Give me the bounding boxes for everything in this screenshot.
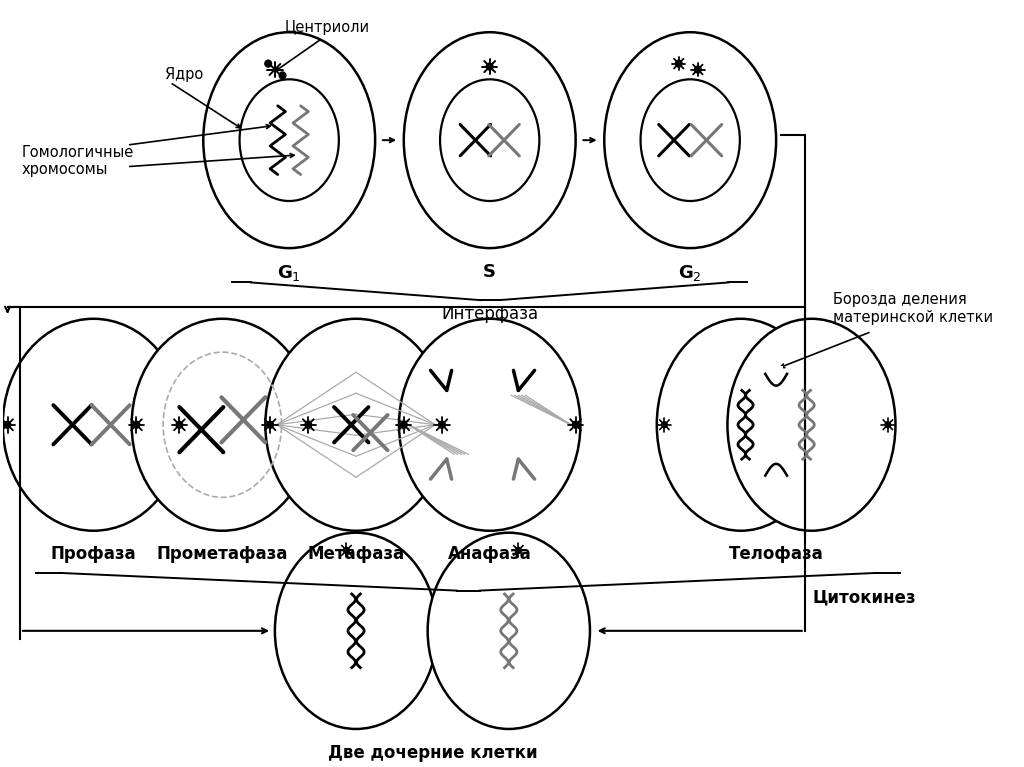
Circle shape <box>176 421 182 428</box>
Ellipse shape <box>265 319 446 531</box>
Ellipse shape <box>132 319 313 531</box>
Circle shape <box>133 421 140 428</box>
Circle shape <box>662 422 668 428</box>
Circle shape <box>265 60 271 67</box>
Circle shape <box>486 63 493 70</box>
Text: Анафаза: Анафаза <box>447 545 531 564</box>
Ellipse shape <box>727 319 895 531</box>
Text: Интерфаза: Интерфаза <box>441 305 539 323</box>
Circle shape <box>305 421 311 428</box>
Ellipse shape <box>440 79 540 201</box>
Ellipse shape <box>274 533 437 729</box>
Bar <box>769 367 782 483</box>
Circle shape <box>515 548 521 553</box>
Text: Борозда деления
материнской клетки: Борозда деления материнской клетки <box>834 292 993 324</box>
Ellipse shape <box>399 319 581 531</box>
Circle shape <box>694 66 701 73</box>
Ellipse shape <box>428 533 590 729</box>
Text: S: S <box>483 263 497 281</box>
Text: G$_2$: G$_2$ <box>678 263 702 283</box>
Text: Цитокинез: Цитокинез <box>812 588 915 606</box>
Circle shape <box>267 421 273 428</box>
Ellipse shape <box>3 319 184 531</box>
Text: Профаза: Профаза <box>50 545 136 564</box>
Text: Гомологичные
хромосомы: Гомологичные хромосомы <box>22 145 134 177</box>
Circle shape <box>572 421 579 428</box>
Circle shape <box>344 548 349 553</box>
Text: Телофаза: Телофаза <box>729 545 823 564</box>
Circle shape <box>676 60 682 67</box>
Ellipse shape <box>656 319 824 531</box>
Text: Центриоли: Центриоли <box>285 21 370 35</box>
Circle shape <box>438 421 445 428</box>
Circle shape <box>4 421 11 428</box>
Text: Ядро: Ядро <box>165 67 204 81</box>
Circle shape <box>400 421 408 428</box>
Text: Две дочерние клетки: Две дочерние клетки <box>328 744 538 762</box>
Circle shape <box>885 422 891 428</box>
Circle shape <box>280 72 286 79</box>
Ellipse shape <box>240 79 339 201</box>
Ellipse shape <box>204 32 375 248</box>
Text: Прометафаза: Прометафаза <box>157 545 288 564</box>
Text: G$_1$: G$_1$ <box>278 263 301 283</box>
Ellipse shape <box>604 32 776 248</box>
Ellipse shape <box>641 79 740 201</box>
Ellipse shape <box>403 32 575 248</box>
Text: Метафаза: Метафаза <box>307 545 404 564</box>
